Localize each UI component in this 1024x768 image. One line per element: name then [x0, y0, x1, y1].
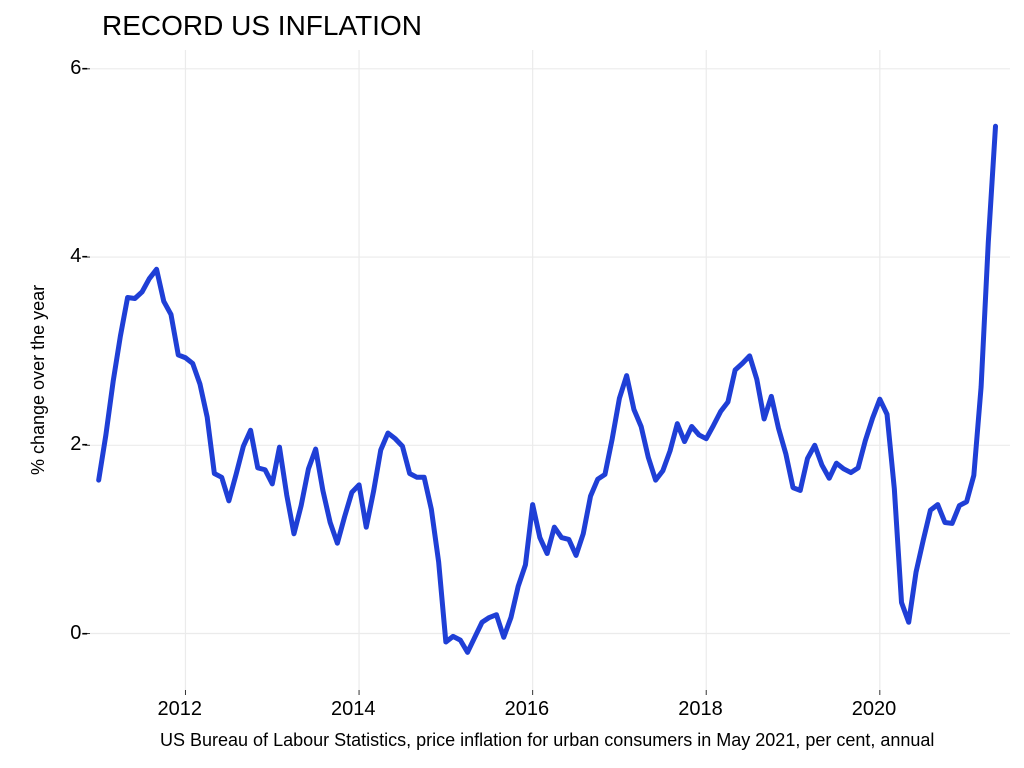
inflation-line-chart: RECORD US INFLATION % change over the ye… — [0, 0, 1024, 768]
x-tick-label: 2020 — [852, 698, 897, 721]
y-tick-label: 2- — [70, 433, 88, 456]
x-tick-label: 2016 — [505, 698, 550, 721]
y-tick-label: 4- — [70, 245, 88, 268]
y-tick-label: 0- — [70, 622, 88, 645]
chart-caption: US Bureau of Labour Statistics, price in… — [160, 730, 934, 751]
x-tick-label: 2014 — [331, 698, 376, 721]
chart-svg — [0, 0, 1024, 768]
x-tick-label: 2012 — [157, 698, 202, 721]
x-tick-label: 2018 — [678, 698, 723, 721]
y-tick-label: 6- — [70, 57, 88, 80]
